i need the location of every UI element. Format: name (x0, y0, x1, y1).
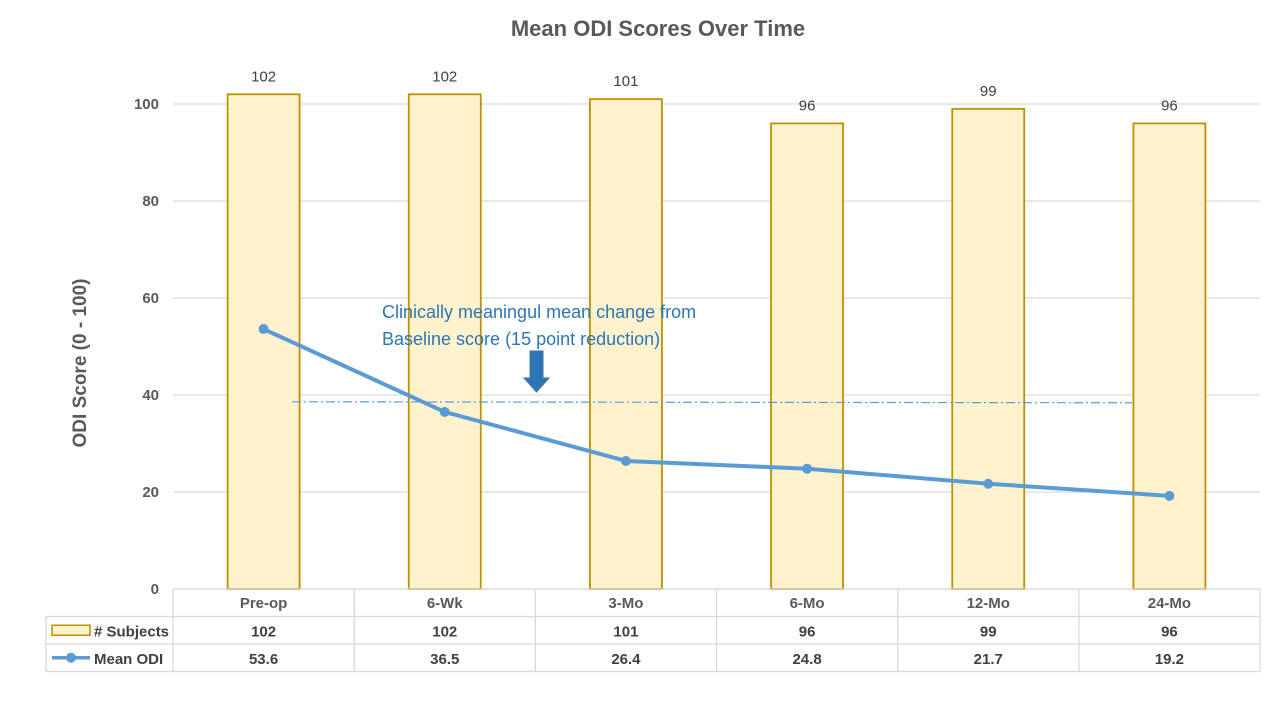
line-point (440, 407, 450, 417)
line-point (1164, 491, 1174, 501)
table-cell: 96 (1161, 623, 1178, 640)
table-cell: 99 (980, 623, 997, 640)
y-axis-label: ODI Score (0 - 100) (70, 279, 91, 448)
annotation-text: Clinically meaningul mean change from (382, 302, 696, 322)
table-cell: 21.7 (974, 651, 1003, 668)
x-category-label: Pre-op (240, 595, 288, 612)
table-cell: 101 (613, 623, 638, 640)
table-cell: 36.5 (430, 651, 459, 668)
bar-data-label: 96 (1161, 97, 1178, 114)
table-cell: 53.6 (249, 651, 278, 668)
bar (771, 123, 843, 589)
x-category-label: 12-Mo (967, 595, 1010, 612)
y-tick-label: 80 (142, 193, 159, 210)
table-cell: 102 (432, 623, 457, 640)
table-cell: 96 (799, 623, 816, 640)
table-cell: 102 (251, 623, 276, 640)
annotation-text: Baseline score (15 point reduction) (382, 329, 660, 349)
x-category-label: 6-Wk (427, 595, 463, 612)
chart-container: Mean ODI Scores Over Time ODI Score (0 -… (0, 0, 1280, 704)
legend-label-mean-odi: Mean ODI (94, 651, 163, 668)
y-tick-label: 100 (134, 96, 159, 113)
bar (952, 109, 1024, 589)
odi-chart: Mean ODI Scores Over Time ODI Score (0 -… (0, 0, 1280, 704)
bar-data-label: 102 (251, 68, 276, 85)
bar-data-label: 96 (799, 97, 816, 114)
bar-data-label: 102 (432, 68, 457, 85)
legend-key-mean-odi-marker (66, 653, 76, 663)
line-point (621, 456, 631, 466)
x-category-label: 24-Mo (1148, 595, 1191, 612)
y-tick-label: 0 (151, 581, 159, 598)
bar (1133, 123, 1205, 589)
y-tick-label: 60 (142, 290, 159, 307)
table-cell: 19.2 (1155, 651, 1184, 668)
line-point (802, 464, 812, 474)
x-category-label: 3-Mo (608, 595, 643, 612)
y-tick-label: 40 (142, 387, 159, 404)
x-category-label: 6-Mo (790, 595, 825, 612)
y-tick-label: 20 (142, 484, 159, 501)
chart-title: Mean ODI Scores Over Time (511, 16, 805, 41)
bar-data-label: 99 (980, 83, 997, 100)
line-point (259, 324, 269, 334)
bar-data-label: 101 (613, 73, 638, 90)
legend-label-subjects: # Subjects (94, 623, 169, 640)
table-cell: 26.4 (611, 651, 641, 668)
table-cell: 24.8 (792, 651, 821, 668)
legend-key-subjects (52, 625, 90, 635)
line-point (983, 479, 993, 489)
